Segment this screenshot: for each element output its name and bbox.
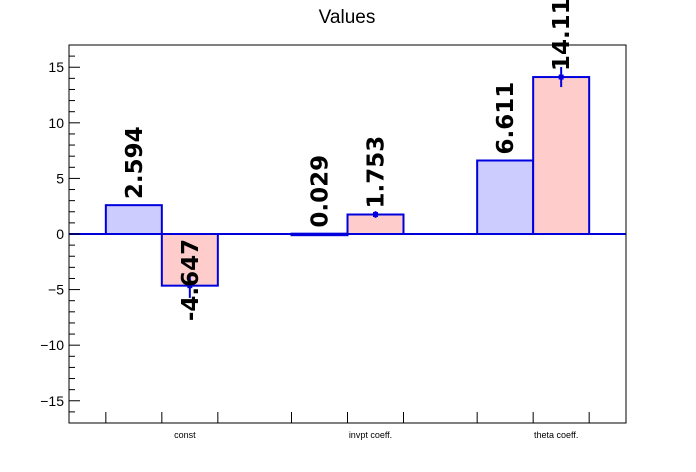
- error-marker: [558, 74, 564, 80]
- bars-layer: [69, 67, 626, 298]
- bar: [104, 204, 163, 236]
- frame-layer: [68, 44, 627, 424]
- data-label: 0.029: [308, 155, 334, 228]
- y-tick-label: 0: [56, 226, 64, 242]
- y-tick-label: −10: [40, 337, 64, 353]
- data-label: -4.647: [178, 239, 204, 321]
- data-label: 14.117: [549, 0, 575, 71]
- x-category-label: invpt coeff.: [349, 430, 392, 440]
- chart-title: Values: [319, 7, 376, 28]
- error-marker: [373, 212, 378, 218]
- y-tick-label: −5: [48, 282, 64, 298]
- bar: [476, 159, 535, 235]
- data-label: 6.611: [493, 82, 519, 155]
- y-tick-label: −15: [40, 393, 64, 409]
- bar: [532, 76, 591, 236]
- labels-layer: −15 −10 −5 0 5 10 15 const invpt coeff. theta coe…: [40, 0, 578, 440]
- y-tick-label: 15: [48, 59, 64, 75]
- y-tick-label: 10: [48, 115, 64, 131]
- data-label: 1.753: [364, 136, 390, 209]
- error-marker: [187, 283, 193, 289]
- data-label: 2.594: [122, 126, 148, 199]
- y-tick-label: 5: [56, 170, 64, 186]
- x-category-label: const: [174, 430, 196, 440]
- x-category-label: theta coeff.: [534, 430, 578, 440]
